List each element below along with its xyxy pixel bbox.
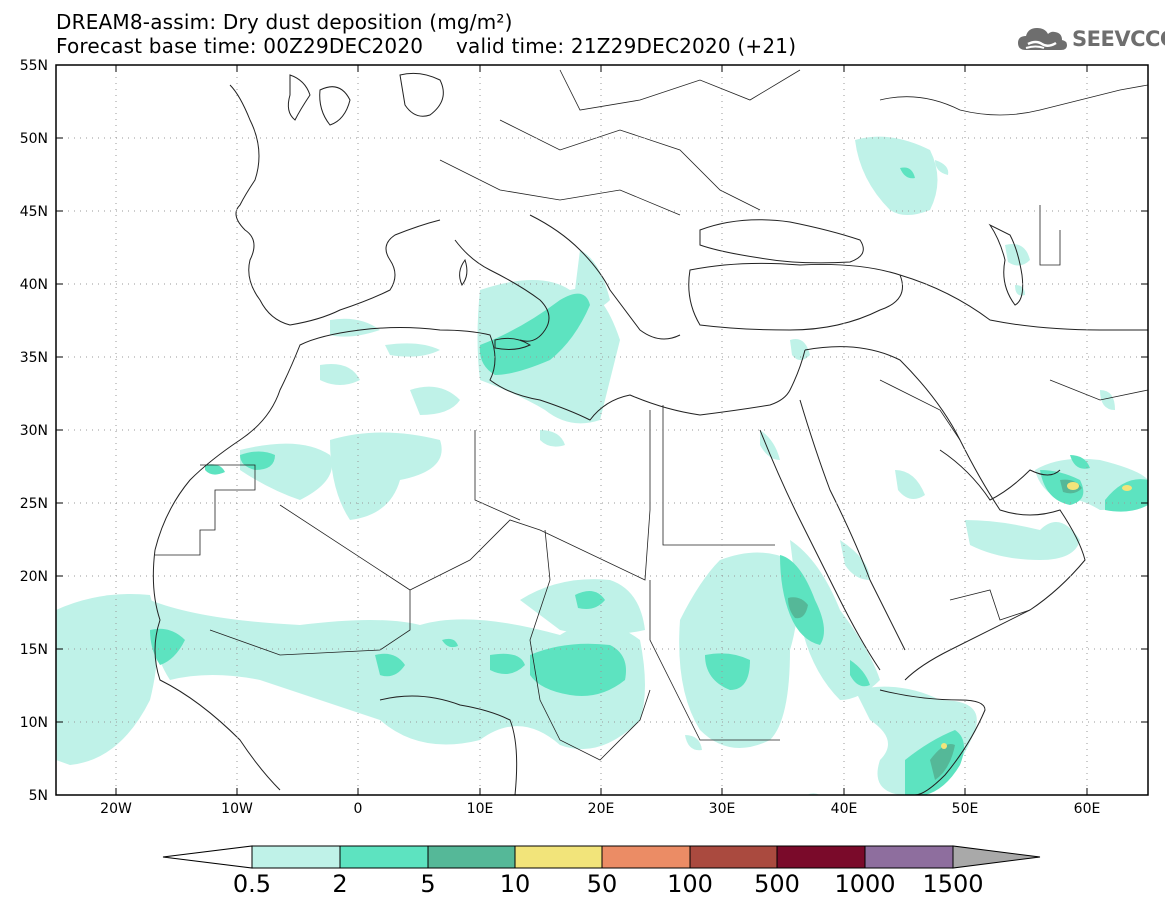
colorbar-label: 1000 (834, 870, 895, 898)
colorbar-max-arrow (952, 845, 1041, 869)
tick-marks (56, 65, 1148, 795)
lat-label: 50N (20, 131, 48, 147)
lon-label: 10E (467, 801, 494, 817)
coastlines-and-borders (152, 69, 1148, 795)
colorbar-swatch (339, 845, 429, 869)
colorbar-label: 100 (667, 870, 713, 898)
colorbar-swatch (689, 845, 778, 869)
lat-label: 20N (20, 569, 48, 585)
colorbar-label: 500 (754, 870, 800, 898)
lon-label: 60E (1074, 801, 1101, 817)
colorbar-swatch (864, 845, 954, 869)
cloud-icon (1018, 28, 1067, 50)
colorbar-label: 5 (420, 870, 435, 898)
colorbar-label: 2 (332, 870, 347, 898)
lat-label: 15N (20, 642, 48, 658)
colorbar-label: 10 (500, 870, 531, 898)
lat-label: 45N (20, 204, 48, 220)
lat-label: 40N (20, 277, 48, 293)
lat-label: 10N (20, 715, 48, 731)
latitude-labels: 55N 50N 45N 40N 35N 30N 25N 20N 15N 10N … (20, 58, 48, 804)
lon-label: 10W (221, 801, 253, 817)
lon-label: 20E (588, 801, 615, 817)
map-subtitle: Forecast base time: 00Z29DEC2020 valid t… (56, 34, 797, 58)
colorbar-swatch (251, 845, 341, 869)
colorbar-label: 0.5 (233, 870, 271, 898)
lat-label: 30N (20, 423, 48, 439)
longitude-labels: 20W 10W 0 10E 20E 30E 40E 50E 60E (100, 801, 1100, 817)
gridlines (56, 65, 1148, 795)
colorbar-min-arrow (162, 845, 253, 869)
colorbar-label: 1500 (922, 870, 983, 898)
lon-label: 40E (831, 801, 858, 817)
colorbar-label: 50 (587, 870, 618, 898)
logo-text: SEEVCCC (1072, 27, 1165, 51)
lat-label: 5N (29, 788, 48, 804)
seevccc-logo: SEEVCCC (1016, 24, 1165, 54)
lon-label: 50E (952, 801, 979, 817)
colorbar-swatch (427, 845, 516, 869)
colorbar: 0.5 2 5 10 50 100 500 1000 1500 (162, 845, 1041, 898)
lat-label: 35N (20, 350, 48, 366)
colorbar-swatch (601, 845, 691, 869)
colorbar-swatch (514, 845, 603, 869)
lon-label: 20W (100, 801, 132, 817)
lat-label: 25N (20, 496, 48, 512)
map-title: DREAM8-assim: Dry dust deposition (mg/m²… (56, 10, 513, 34)
colorbar-swatch (776, 845, 866, 869)
dust-deposition-field (56, 136, 1148, 795)
lat-label: 55N (20, 58, 48, 74)
lon-label: 30E (709, 801, 736, 817)
lon-label: 0 (354, 801, 363, 817)
